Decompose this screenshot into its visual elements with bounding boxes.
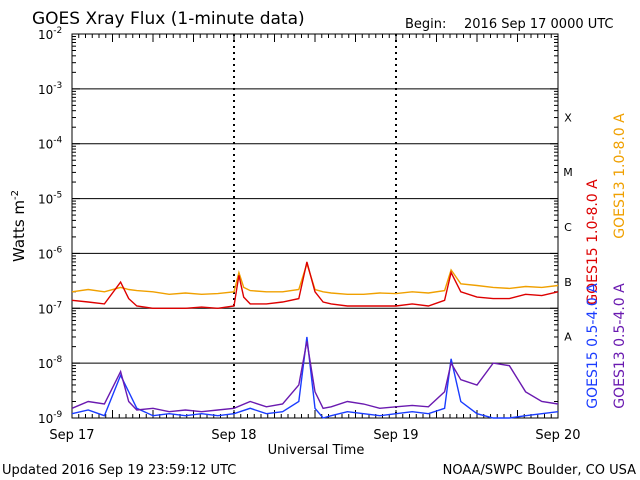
y-axis-label-base: Watts m (10, 200, 28, 262)
y-tick-base: 10 (38, 28, 53, 42)
y-tick-exponent: -6 (53, 245, 62, 255)
y-tick-exponent: -9 (53, 410, 62, 420)
y-tick-base: 10 (38, 83, 53, 97)
x-tick-label: Sep 18 (211, 428, 256, 443)
y-tick-label: 10-4 (38, 136, 63, 152)
y-axis-label: Watts m-2 (10, 190, 28, 262)
y-tick-exponent: -7 (53, 300, 62, 310)
y-tick-label: 10-9 (38, 410, 63, 426)
flare-class-labels: A B C M X (563, 111, 573, 343)
y-tick-label: 10-8 (38, 355, 63, 371)
y-tick-base: 10 (38, 357, 53, 371)
y-tick-base: 10 (38, 412, 53, 426)
updated-timestamp: Updated 2016 Sep 19 23:59:12 UTC (2, 463, 236, 478)
y-tick-label: 10-2 (38, 26, 62, 42)
begin-label: Begin: (405, 17, 446, 32)
legend-goes15-short: GOES15 0.5-4.0 A (585, 283, 601, 409)
flare-class-label: X (564, 111, 572, 124)
x-axis-label: Universal Time (268, 443, 365, 458)
series-line-3 (71, 341, 559, 413)
series-layer (71, 261, 559, 419)
y-tick-exponent: -8 (53, 355, 62, 365)
legend-goes13-long: GOES13 1.0-8.0 A (612, 113, 628, 239)
x-tick-label: Sep 20 (535, 428, 580, 443)
x-tick-label: Sep 17 (49, 428, 94, 443)
grid-layer (71, 34, 559, 419)
x-tick-labels: Sep 17 Sep 18 Sep 19 Sep 20 (49, 428, 580, 443)
flare-class-label: A (564, 331, 572, 344)
credit-text: NOAA/SWPC Boulder, CO USA (443, 463, 636, 478)
y-tick-base: 10 (38, 247, 53, 261)
y-tick-exponent: -4 (53, 136, 62, 146)
series-line-1 (71, 261, 559, 310)
plot-frame (71, 33, 559, 419)
chart-title: GOES Xray Flux (1-minute data) (32, 9, 305, 29)
x-tick-label: Sep 19 (373, 428, 418, 443)
y-tick-label: 10-5 (38, 191, 62, 207)
flare-class-label: M (563, 166, 573, 179)
y-tick-exponent: -3 (53, 81, 62, 91)
y-axis-label-exponent: -2 (10, 190, 21, 200)
begin-value: 2016 Sep 17 0000 UTC (464, 17, 614, 32)
flare-class-label: B (564, 276, 572, 289)
legend-goes15-long: GOES15 1.0-8.0 A (585, 179, 601, 305)
y-tick-base: 10 (38, 138, 53, 152)
legend-goes13-short: GOES13 0.5-4.0 A (612, 283, 628, 409)
y-tick-labels: 10-910-810-710-610-510-410-310-2 (38, 26, 63, 426)
y-tick-label: 10-7 (38, 300, 62, 316)
series-line-2 (71, 336, 559, 419)
y-tick-label: 10-6 (38, 245, 63, 261)
y-tick-exponent: -2 (53, 26, 62, 36)
y-tick-label: 10-3 (38, 81, 62, 97)
y-tick-exponent: -5 (53, 191, 62, 201)
y-tick-base: 10 (38, 302, 53, 316)
flare-class-label: C (564, 221, 572, 234)
y-tick-base: 10 (38, 193, 53, 207)
